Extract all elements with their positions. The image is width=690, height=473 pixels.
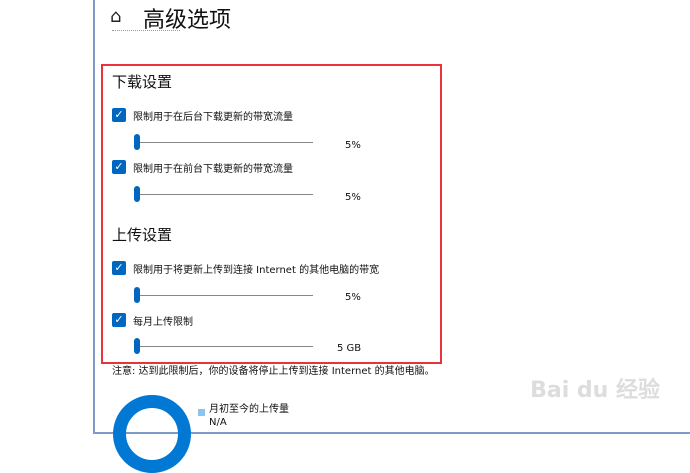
slider-foreground[interactable]	[137, 194, 313, 195]
highlight-box	[101, 64, 442, 364]
home-icon[interactable]: ⌂	[110, 6, 122, 27]
slider-monthly[interactable]	[137, 346, 313, 347]
usage-donut-chart	[113, 395, 191, 473]
note-text: 注意: 达到此限制后，你的设备将停止上传到连接 Internet 的其他电脑。	[112, 366, 435, 377]
slider-value: 5 GB	[337, 343, 362, 354]
settings-window	[93, 0, 690, 434]
checkbox-background-limit[interactable]: ✓	[112, 108, 126, 122]
checkbox-label: 限制用于在后台下载更新的带宽流量	[133, 112, 293, 123]
slider-thumb[interactable]	[134, 186, 140, 202]
slider-thumb[interactable]	[134, 338, 140, 354]
usage-legend: 月初至今的上传量 N/A	[209, 403, 289, 429]
legend-swatch	[198, 409, 205, 416]
checkbox-foreground-limit[interactable]: ✓	[112, 160, 126, 174]
slider-thumb[interactable]	[134, 287, 140, 303]
download-heading: 下载设置	[112, 73, 173, 91]
checkbox-label: 每月上传限制	[133, 317, 193, 328]
legend-label: 月初至今的上传量	[209, 404, 289, 415]
upload-heading: 上传设置	[112, 226, 173, 244]
subtitle-link[interactable]	[112, 30, 180, 33]
checkbox-monthly-limit[interactable]: ✓	[112, 313, 126, 327]
slider-value: 5%	[345, 140, 361, 151]
usage-value: N/A	[209, 417, 227, 428]
slider-upload[interactable]	[137, 295, 313, 296]
page-title: 高级选项	[143, 8, 232, 33]
slider-value: 5%	[345, 292, 361, 303]
checkbox-label: 限制用于将更新上传到连接 Internet 的其他电脑的带宽	[133, 265, 380, 276]
checkbox-upload-limit[interactable]: ✓	[112, 261, 126, 275]
slider-thumb[interactable]	[134, 134, 140, 150]
slider-value: 5%	[345, 192, 361, 203]
slider-background[interactable]	[137, 142, 313, 143]
checkbox-label: 限制用于在前台下载更新的带宽流量	[133, 164, 293, 175]
watermark-logo: Bai du 经验	[530, 378, 660, 403]
